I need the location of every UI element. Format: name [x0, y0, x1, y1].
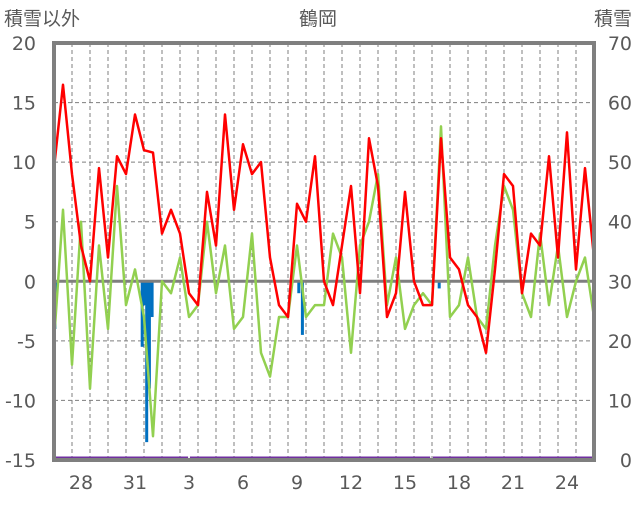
x-tick-label: 15	[393, 472, 417, 494]
right-tick-label: 50	[608, 152, 632, 174]
right-tick-label: 40	[608, 212, 632, 234]
gridlines	[54, 43, 594, 460]
left-tick-label: 20	[12, 33, 36, 55]
right-tick-label: 70	[608, 33, 632, 55]
left-axis-label: 積雪以外	[4, 8, 80, 30]
blue-bar	[150, 281, 154, 318]
blue-bar	[297, 281, 301, 294]
right-tick-label: 10	[608, 390, 632, 412]
chart-title: 鶴岡	[299, 8, 337, 30]
right-axis-label: 積雪	[594, 8, 632, 30]
right-tick-label: 60	[608, 93, 632, 115]
right-tick-label: 20	[608, 331, 632, 353]
x-tick-label: 18	[447, 472, 471, 494]
x-tick-label: 28	[69, 472, 93, 494]
left-tick-label: 0	[24, 271, 36, 293]
series-marks	[52, 83, 596, 460]
x-tick-label: 21	[501, 472, 525, 494]
x-tick-label: 3	[183, 472, 195, 494]
plot-frame	[52, 41, 596, 462]
left-tick-label: 15	[12, 93, 36, 115]
blue-bar	[300, 281, 304, 335]
left-tick-label: -5	[17, 331, 36, 353]
x-tick-label: 24	[555, 472, 579, 494]
x-tick-label: 9	[291, 472, 303, 494]
blue-bar	[437, 281, 441, 289]
left-tick-label: 5	[24, 212, 36, 234]
x-tick-label: 6	[237, 472, 249, 494]
blue-bar	[147, 281, 151, 389]
x-tick-label: 12	[339, 472, 363, 494]
right-tick-label: 0	[620, 450, 632, 472]
x-tick-label: 31	[123, 472, 147, 494]
right-tick-label: 30	[608, 271, 632, 293]
red-series-line	[52, 83, 596, 355]
left-tick-label: 10	[12, 152, 36, 174]
left-tick-label: -10	[5, 390, 36, 412]
blue-bar	[142, 281, 146, 306]
left-tick-label: -15	[5, 450, 36, 472]
